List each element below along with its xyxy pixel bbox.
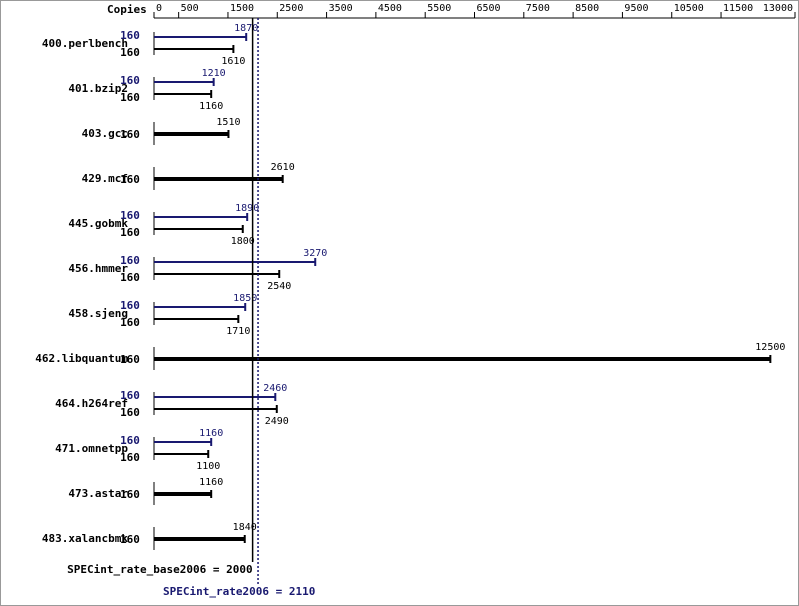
category-label: 445.gobmk	[68, 217, 128, 230]
bar	[154, 93, 212, 95]
bar	[154, 441, 212, 443]
copies: 160	[120, 389, 140, 402]
value-label: 1160	[199, 101, 223, 112]
x-tick-label: 8500	[575, 3, 599, 14]
copies: 160	[120, 353, 140, 366]
bar	[154, 396, 276, 398]
category-label: 400.perlbench	[42, 37, 128, 50]
category-label: 401.bzip2	[68, 82, 128, 95]
value-label: 1210	[202, 68, 226, 79]
x-tick-label: 6500	[477, 3, 501, 14]
x-tick-label: 10500	[674, 3, 704, 14]
x-tick-label: 0	[156, 3, 162, 14]
value-label: 3270	[303, 248, 327, 259]
category-label: 458.sjeng	[68, 307, 128, 320]
x-tick-label: 4500	[378, 3, 402, 14]
copies-header: Copies	[107, 3, 147, 16]
copies: 160	[120, 451, 140, 464]
x-tick-label: 2500	[279, 3, 303, 14]
value-label: 12500	[755, 342, 785, 353]
copies: 160	[120, 488, 140, 501]
copies: 160	[120, 533, 140, 546]
value-label: 1840	[233, 522, 257, 533]
value-label: 1870	[234, 23, 258, 34]
value-label: 1160	[199, 428, 223, 439]
copies: 160	[120, 299, 140, 312]
category-label: 473.astar	[68, 487, 128, 500]
copies: 160	[120, 173, 140, 186]
value-label: 2460	[263, 383, 287, 394]
bar	[154, 81, 214, 83]
copies: 160	[120, 74, 140, 87]
value-label: 1510	[216, 117, 240, 128]
category-label: 456.hmmer	[68, 262, 128, 275]
copies: 160	[120, 128, 140, 141]
bar	[154, 228, 243, 230]
copies: 160	[120, 226, 140, 239]
x-tick-label: 5500	[427, 3, 451, 14]
bar	[154, 273, 280, 275]
bar	[154, 537, 245, 541]
value-label: 2540	[267, 281, 291, 292]
copies: 160	[120, 271, 140, 284]
x-tick-label: 9500	[624, 3, 648, 14]
copies: 160	[120, 406, 140, 419]
copies: 160	[120, 254, 140, 267]
bar	[154, 492, 212, 496]
bar	[154, 48, 234, 50]
copies: 160	[120, 29, 140, 42]
reference-label: SPECint_rate_base2006 = 2000	[67, 563, 252, 576]
x-tick-label: 7500	[526, 3, 550, 14]
bar	[154, 306, 246, 308]
bar	[154, 318, 239, 320]
category-label: 403.gcc	[82, 127, 128, 140]
bar	[154, 177, 283, 181]
bar	[154, 357, 771, 361]
category-label: 462.libquantum	[35, 352, 128, 365]
copies: 160	[120, 434, 140, 447]
category-label: 429.mcf	[82, 172, 128, 185]
value-label: 1850	[233, 293, 257, 304]
value-label: 1890	[235, 203, 259, 214]
x-tick-label: 1500	[230, 3, 254, 14]
copies: 160	[120, 46, 140, 59]
x-tick-label: 500	[181, 3, 199, 14]
bar	[154, 261, 316, 263]
value-label: 1100	[196, 461, 220, 472]
bar	[154, 216, 248, 218]
bar	[154, 36, 247, 38]
bar	[154, 453, 209, 455]
value-label: 2490	[265, 416, 289, 427]
copies: 160	[120, 91, 140, 104]
bar	[154, 132, 229, 136]
value-label: 2610	[271, 162, 295, 173]
value-label: 1800	[231, 236, 255, 247]
value-label: 1710	[226, 326, 250, 337]
copies: 160	[120, 209, 140, 222]
category-label: 471.omnetpp	[55, 442, 128, 455]
x-tick-label: 3500	[329, 3, 353, 14]
x-tick-label: 13000	[763, 3, 793, 14]
category-label: 483.xalancbmk	[42, 532, 128, 545]
value-label: 1160	[199, 477, 223, 488]
category-label: 464.h264ref	[55, 397, 128, 410]
value-label: 1610	[221, 56, 245, 67]
copies: 160	[120, 316, 140, 329]
bar	[154, 408, 277, 410]
reference-label: SPECint_rate2006 = 2110	[163, 585, 315, 598]
x-tick-label: 11500	[723, 3, 753, 14]
